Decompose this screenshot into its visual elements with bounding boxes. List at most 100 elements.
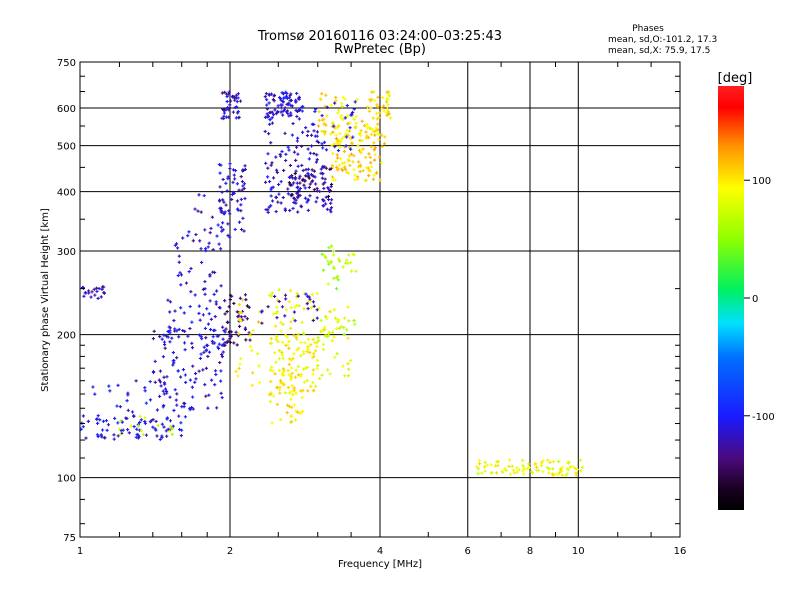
data-point: [306, 147, 310, 151]
data-point: [304, 126, 308, 130]
data-point: [310, 292, 314, 296]
data-point: [235, 310, 239, 314]
data-point: [169, 424, 173, 428]
data-point: [191, 364, 195, 368]
data-point: [326, 282, 330, 286]
data-point: [343, 167, 348, 171]
data-point: [143, 389, 147, 393]
data-point: [106, 423, 111, 427]
data-point: [312, 352, 316, 356]
data-point: [298, 181, 302, 185]
data-point: [281, 356, 285, 360]
data-point: [295, 91, 299, 96]
data-point: [197, 369, 201, 373]
data-point: [289, 366, 294, 370]
data-point: [125, 428, 130, 432]
data-point: [322, 117, 326, 121]
data-point: [276, 104, 280, 108]
data-point: [558, 470, 562, 475]
data-point: [305, 302, 309, 306]
data-point: [232, 301, 236, 306]
data-point: [344, 132, 348, 136]
data-point: [280, 149, 284, 154]
data-point: [517, 468, 521, 472]
data-point: [312, 122, 316, 127]
data-point: [274, 209, 278, 214]
data-point: [305, 365, 310, 370]
data-point: [285, 96, 289, 100]
data-point: [324, 166, 328, 170]
data-point: [265, 98, 269, 102]
data-point: [219, 247, 223, 251]
data-point: [275, 402, 280, 407]
data-point: [201, 368, 205, 372]
data-point: [208, 327, 213, 332]
data-point: [377, 133, 382, 137]
data-point: [345, 128, 349, 132]
data-point: [356, 144, 360, 148]
data-point: [306, 294, 310, 298]
data-point: [319, 167, 323, 171]
data-point: [286, 187, 290, 191]
data-point: [273, 324, 278, 328]
data-point: [276, 182, 281, 187]
data-point: [351, 135, 355, 139]
data-point: [533, 462, 537, 466]
data-point: [158, 394, 162, 398]
data-point: [148, 420, 152, 424]
data-point: [98, 418, 102, 422]
data-point: [299, 340, 303, 345]
data-point: [347, 319, 351, 323]
data-point: [580, 465, 585, 469]
data-point: [288, 326, 293, 330]
data-point: [198, 318, 202, 322]
data-point: [170, 426, 174, 431]
data-point: [151, 425, 155, 429]
data-point: [385, 100, 389, 104]
data-point: [376, 128, 380, 132]
data-point: [218, 171, 222, 175]
data-point: [93, 293, 97, 297]
data-point: [275, 298, 280, 302]
data-point: [226, 177, 230, 181]
data-point: [322, 123, 326, 127]
data-point: [312, 151, 316, 156]
data-point: [345, 328, 349, 332]
data-point: [300, 320, 304, 325]
data-point: [291, 121, 295, 126]
data-point: [568, 465, 572, 469]
data-point: [551, 473, 555, 477]
data-point: [162, 381, 167, 385]
data-point: [243, 167, 248, 172]
data-point: [377, 138, 381, 142]
data-point: [356, 160, 361, 164]
data-point: [351, 252, 355, 256]
data-point: [300, 105, 304, 109]
data-point: [312, 304, 316, 308]
data-point: [327, 262, 331, 266]
data-point: [231, 180, 235, 184]
data-point: [329, 201, 333, 205]
data-point: [302, 367, 306, 371]
x-tick-label: 16: [674, 546, 687, 557]
data-point: [297, 373, 301, 377]
data-point: [347, 253, 351, 257]
data-point: [386, 103, 390, 107]
data-point: [100, 287, 104, 292]
data-point: [275, 170, 279, 175]
data-point: [329, 103, 333, 107]
data-point: [126, 408, 130, 412]
data-point: [233, 169, 238, 173]
data-point: [300, 395, 304, 400]
data-point: [293, 375, 298, 379]
data-point: [365, 134, 369, 138]
data-point: [191, 239, 195, 243]
data-point: [270, 365, 274, 369]
data-point: [315, 358, 320, 362]
data-point: [337, 318, 341, 322]
data-point: [197, 304, 201, 308]
data-point: [296, 410, 300, 414]
data-point: [144, 433, 149, 437]
data-point: [283, 208, 287, 213]
data-point: [325, 316, 329, 321]
